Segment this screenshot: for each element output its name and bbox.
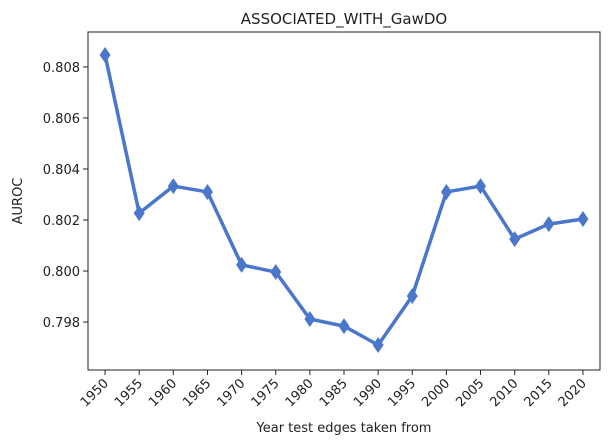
y-tick-label: 0.800 bbox=[43, 265, 80, 280]
data-point bbox=[304, 310, 316, 327]
x-tick-label: 2000 bbox=[419, 376, 453, 410]
x-tick-label: 1995 bbox=[385, 376, 419, 410]
x-tick-label: 2005 bbox=[453, 376, 487, 410]
y-tick-label: 0.802 bbox=[43, 214, 80, 229]
x-tick-label: 1970 bbox=[214, 376, 248, 410]
x-tick-label: 2010 bbox=[487, 376, 521, 410]
data-point bbox=[406, 288, 418, 305]
chart-title: ASSOCIATED_WITH_GawDO bbox=[241, 10, 447, 29]
y-tick-label: 0.804 bbox=[43, 163, 80, 178]
data-line bbox=[103, 54, 584, 347]
data-point bbox=[372, 337, 384, 354]
data-point bbox=[543, 216, 555, 233]
data-point bbox=[270, 264, 282, 281]
data-point bbox=[167, 178, 179, 195]
data-point bbox=[338, 318, 350, 335]
x-tick-label: 1975 bbox=[249, 376, 283, 410]
x-tick-label: 1990 bbox=[351, 376, 385, 410]
y-axis-label: AUROC bbox=[11, 178, 26, 225]
x-tick-label: 1985 bbox=[317, 376, 351, 410]
x-tick-label: 1980 bbox=[283, 376, 317, 410]
x-tick-label: 2020 bbox=[556, 376, 590, 410]
y-tick-label: 0.798 bbox=[43, 316, 80, 331]
x-tick-label: 1955 bbox=[112, 376, 146, 410]
data-point bbox=[440, 183, 452, 200]
data-point bbox=[509, 231, 521, 248]
x-axis-label: Year test edges taken from bbox=[256, 421, 432, 436]
x-tick-label: 1965 bbox=[180, 376, 214, 410]
x-tick-label: 2015 bbox=[522, 376, 556, 410]
data-point bbox=[577, 210, 589, 227]
data-point bbox=[99, 46, 111, 63]
data-point bbox=[201, 183, 213, 200]
data-point bbox=[236, 256, 248, 273]
data-point bbox=[475, 178, 487, 195]
data-point bbox=[133, 205, 145, 222]
y-tick-label: 0.806 bbox=[43, 112, 80, 127]
y-tick-label: 0.808 bbox=[43, 61, 80, 76]
x-tick-label: 1960 bbox=[146, 376, 180, 410]
x-tick-label: 1950 bbox=[78, 376, 112, 410]
